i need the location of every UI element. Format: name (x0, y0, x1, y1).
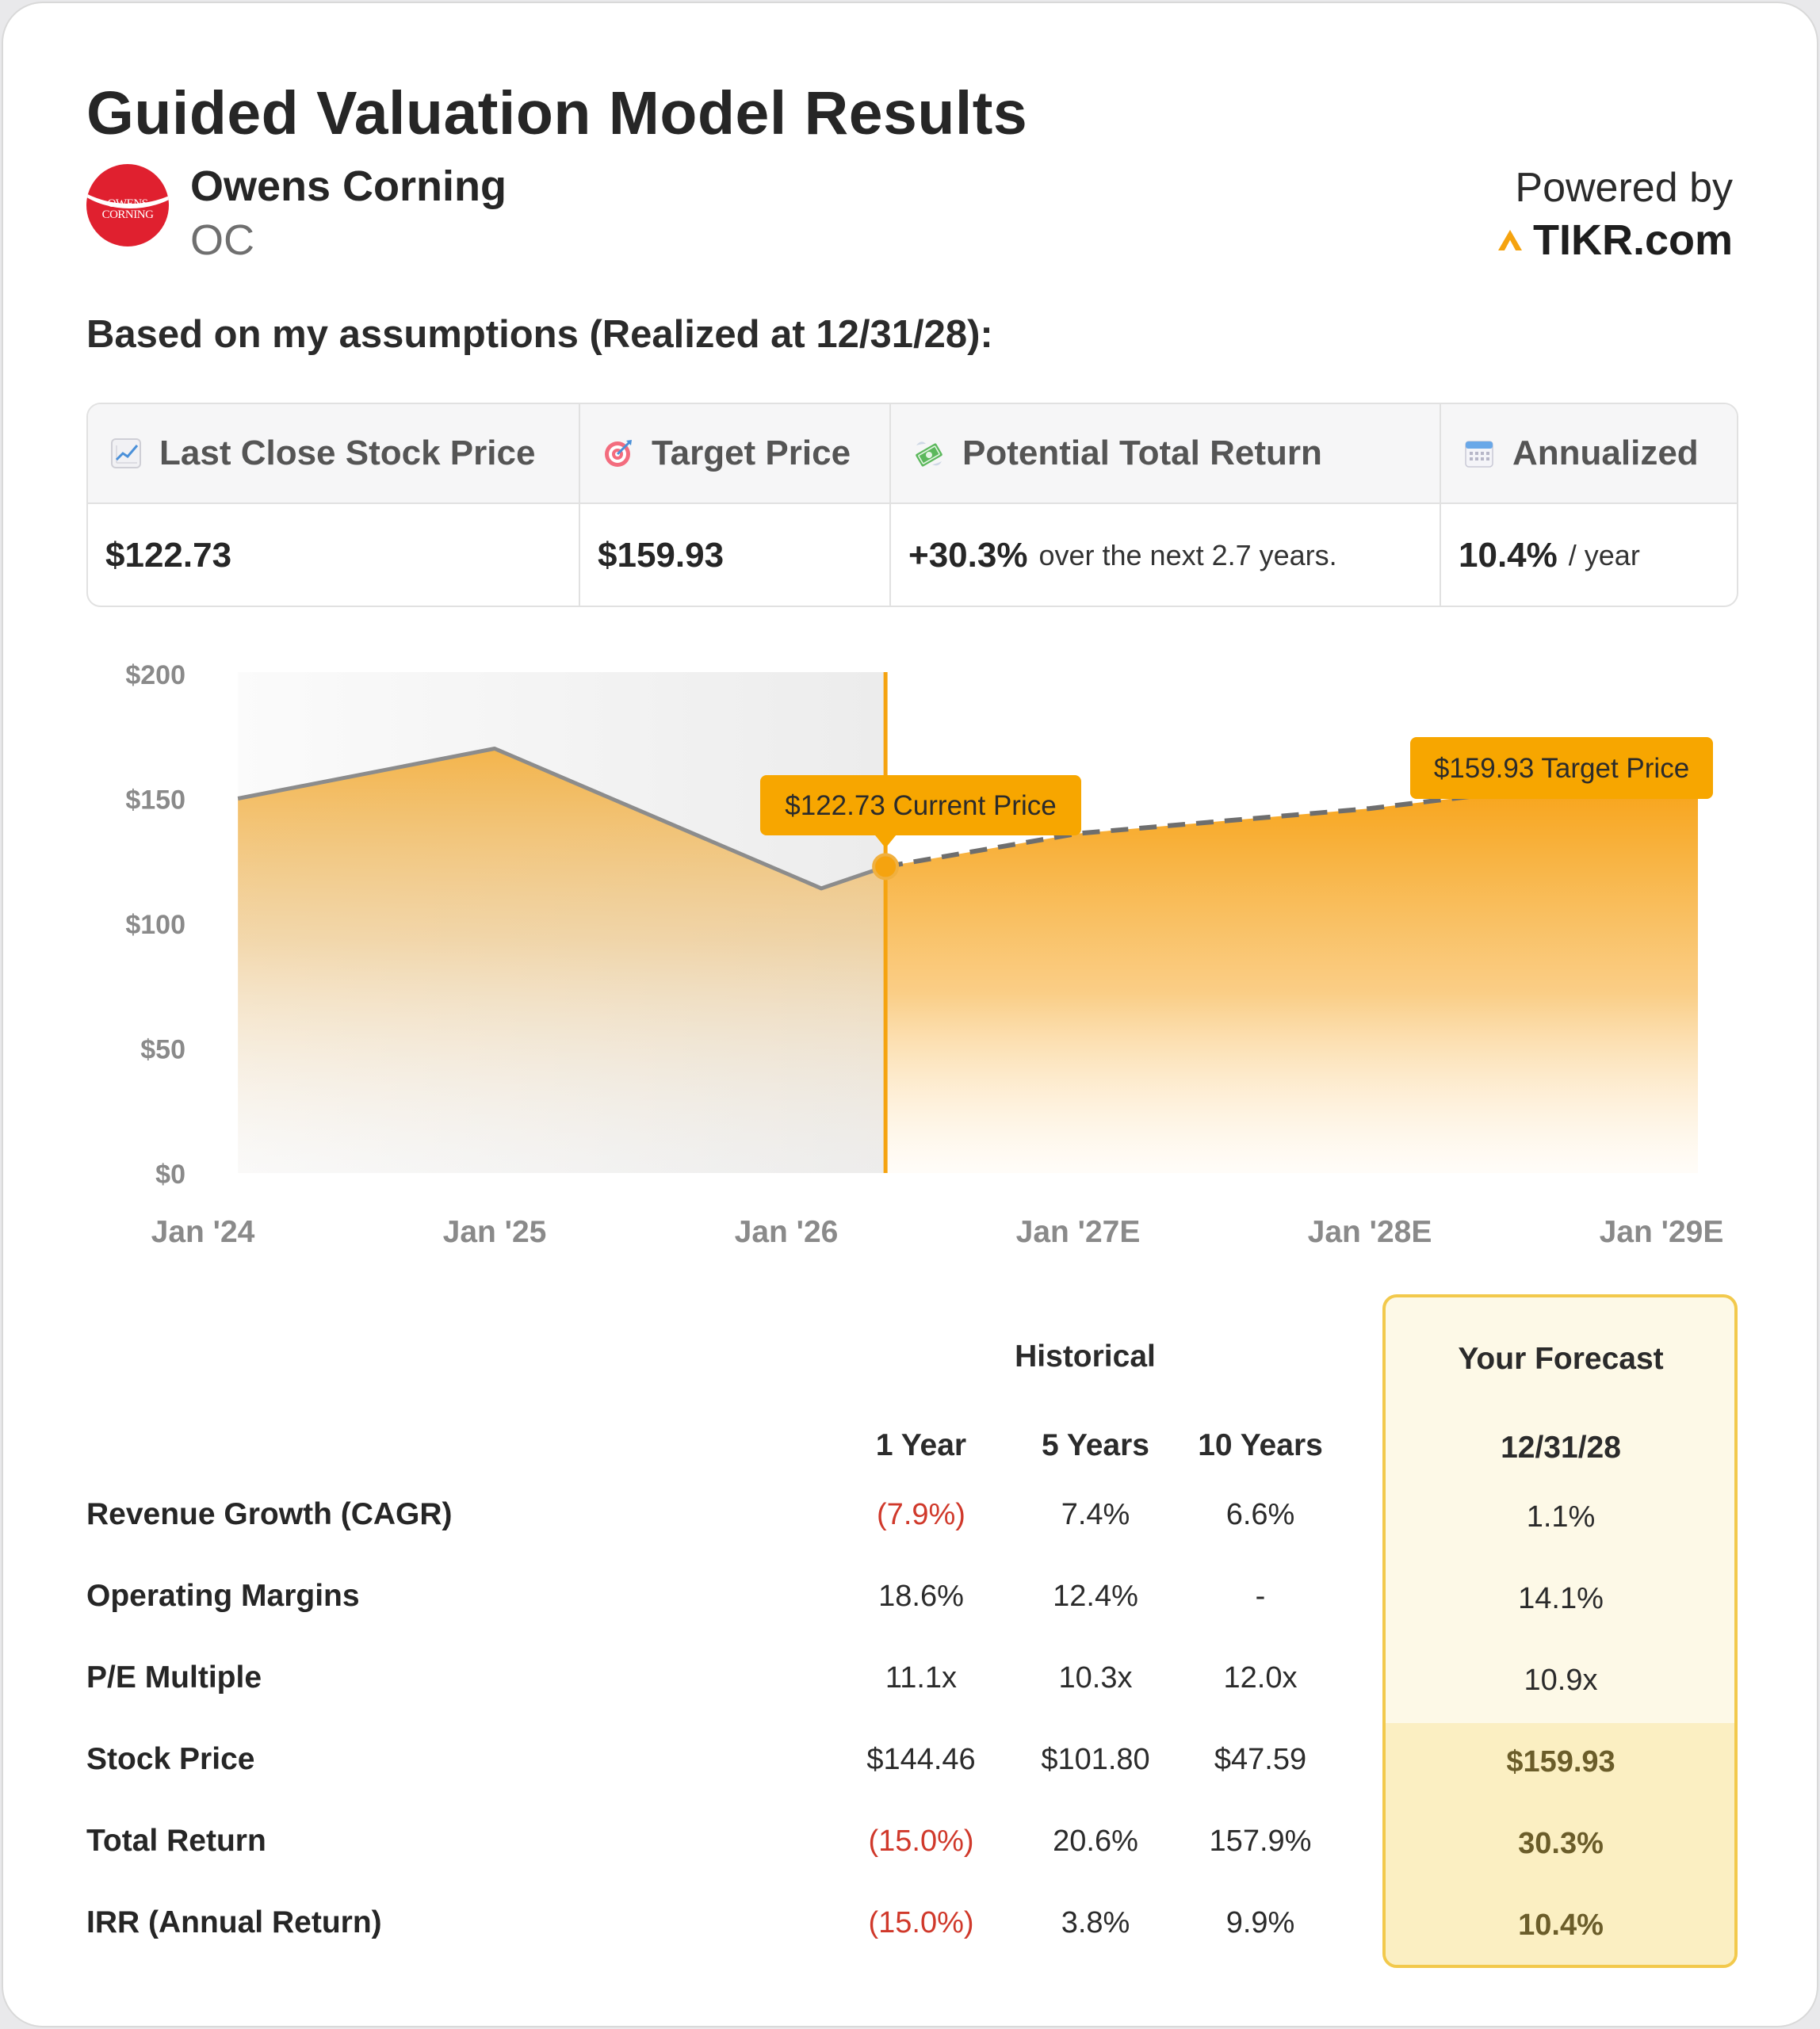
target-icon (605, 440, 632, 467)
chart-annotations: $122.73 Current Price $159.93 Target Pric… (760, 737, 1713, 848)
summary-value-potential: +30.3% over the next 2.7 years. (891, 504, 1440, 606)
historical-header: Historical (1015, 1339, 1156, 1374)
metric-cell: 12.0x (1223, 1661, 1298, 1695)
metric-row-label: P/E Multiple (86, 1660, 262, 1695)
metric-cell: 9.9% (1225, 1906, 1295, 1939)
metric-cell: $47.59 (1214, 1743, 1307, 1776)
annualized-note: / year (1568, 539, 1640, 571)
chart-series (237, 672, 1698, 1173)
summary-head-annualized: Annualized (1441, 404, 1737, 504)
price-chart: $200 $150 $100 $50 $0 Jan '24 Jan '25 Jan '26 Ja… (125, 660, 1724, 1249)
summary-col-last-close: Last Close Stock Price $122.73 (88, 404, 580, 606)
y-tick-label: $50 (140, 1035, 185, 1065)
metric-cell: 157.9% (1209, 1825, 1312, 1858)
assumptions-subtitle: Based on my assumptions (Realized at 12/… (86, 313, 993, 356)
metric-cell: $144.46 (866, 1743, 976, 1776)
target-price-label-bg (1410, 737, 1713, 799)
summary-head-last-close: Last Close Stock Price (88, 404, 579, 504)
potential-return-value: +30.3% (908, 536, 1028, 575)
col-header-1-year: 1 Year (875, 1428, 967, 1462)
summary-col-potential: Potential Total Return +30.3% over the n… (891, 404, 1441, 606)
x-tick-label: Jan '29E (1600, 1215, 1724, 1249)
summary-col-target: Target Price $159.93 (580, 404, 891, 606)
tikr-brand-text: TIKR.com (1532, 216, 1733, 264)
powered-by-label: Powered by (1515, 165, 1733, 211)
metric-cell: 18.6% (878, 1580, 964, 1613)
potential-return-note: over the next 2.7 years. (1038, 539, 1337, 571)
logo-text-line-1: OWENS (107, 197, 148, 210)
x-tick-label: Jan '24 (151, 1215, 255, 1249)
col-header-10-years: 10 Years (1198, 1428, 1323, 1462)
summary-table: Last Close Stock Price $122.73 Target Pr… (86, 403, 1738, 607)
company-ticker: OC (190, 216, 254, 264)
x-tick-label: Jan '28E (1308, 1215, 1432, 1249)
metric-cell: - (1255, 1580, 1266, 1613)
summary-label-target: Target Price (652, 434, 851, 472)
summary-col-annualized: Annualized 10.4% / year (1441, 404, 1737, 606)
metric-row-label: Stock Price (86, 1742, 255, 1776)
metric-cell: 10.3x (1058, 1661, 1133, 1695)
summary-head-target: Target Price (580, 404, 889, 504)
metric-cell: 7.4% (1061, 1498, 1130, 1531)
metric-cell: 20.6% (1053, 1825, 1138, 1858)
forecast-cell: 10.9x (1524, 1664, 1598, 1697)
metric-row-label: Revenue Growth (CAGR) (86, 1497, 453, 1531)
logo-text-line-2: CORNING (101, 208, 154, 221)
page-title: Guided Valuation Model Results (86, 79, 1028, 147)
calendar-icon (1465, 441, 1493, 468)
summary-head-potential: Potential Total Return (891, 404, 1440, 504)
current-price-point (872, 853, 900, 881)
forecast-cell: 1.1% (1526, 1500, 1596, 1534)
x-tick-label: Jan '27E (1016, 1215, 1141, 1249)
money-with-wings-icon (916, 441, 942, 467)
metric-cell: (15.0%) (868, 1906, 974, 1939)
summary-value-target: $159.93 (598, 536, 725, 575)
forecast-cell: 10.4% (1518, 1909, 1604, 1942)
metric-row-label: Operating Margins (86, 1579, 360, 1613)
x-tick-label: Jan '25 (443, 1215, 547, 1249)
col-header-forecast-date: 12/31/28 (1501, 1431, 1621, 1465)
current-price-label: $122.73 Current Price (785, 790, 1056, 821)
metric-row-label: Total Return (86, 1824, 266, 1858)
summary-value-annualized: 10.4% / year (1441, 504, 1737, 606)
summary-label-annualized: Annualized (1512, 434, 1699, 472)
historical-line (237, 747, 886, 891)
annualized-value: 10.4% (1459, 536, 1558, 575)
target-price-label: $159.93 Target Price (1434, 753, 1689, 784)
historical-area (238, 748, 886, 1173)
forecast-cell: 14.1% (1518, 1582, 1604, 1615)
y-tick-label: $200 (125, 660, 185, 690)
metric-cell: 11.1x (885, 1661, 958, 1695)
metric-cell: $101.80 (1041, 1743, 1150, 1776)
summary-label-last-close: Last Close Stock Price (159, 434, 536, 472)
metric-cell: 12.4% (1053, 1580, 1138, 1613)
company-name: Owens Corning (190, 162, 507, 210)
tikr-logo-icon (1497, 230, 1522, 250)
forecast-header: Your Forecast (1458, 1342, 1664, 1376)
metric-cell: 6.6% (1225, 1498, 1295, 1531)
metric-cell: (7.9%) (877, 1498, 965, 1531)
summary-value-last-close: $122.73 (105, 536, 232, 575)
current-price-label-pointer (875, 835, 897, 848)
current-price-label-bg (760, 775, 1081, 835)
metric-cell: (15.0%) (868, 1825, 974, 1858)
summary-label-potential: Potential Total Return (962, 434, 1322, 472)
x-tick-label: Jan '26 (735, 1215, 839, 1249)
metric-row-label: IRR (Annual Return) (86, 1905, 382, 1939)
forecast-panel (1382, 1294, 1738, 1968)
metric-cell: 3.8% (1061, 1906, 1130, 1939)
forecast-panel-highlight (1386, 1723, 1734, 1965)
forecast-cell: 30.3% (1518, 1827, 1604, 1860)
y-tick-label: $100 (125, 910, 185, 940)
y-tick-label: $0 (155, 1160, 185, 1190)
forecast-area (885, 774, 1698, 1173)
tikr-brand[interactable]: TIKR.com (1497, 216, 1733, 265)
logo-swoosh (86, 164, 169, 208)
company-logo: OWENS CORNING (86, 164, 169, 246)
y-tick-label: $150 (125, 785, 185, 816)
col-header-5-years: 5 Years (1042, 1428, 1149, 1462)
chart-increasing-icon (111, 438, 141, 468)
forecast-cell: $159.93 (1506, 1745, 1615, 1779)
